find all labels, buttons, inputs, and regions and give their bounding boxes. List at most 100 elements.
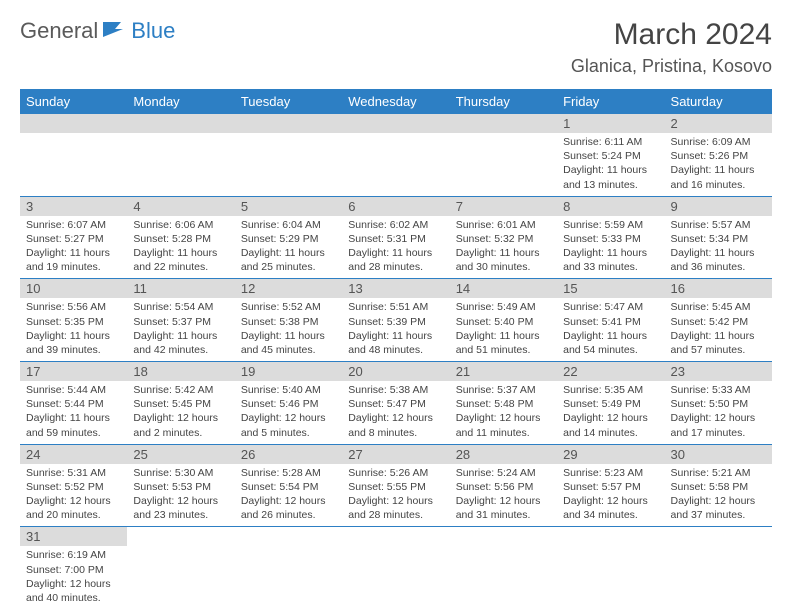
calendar-cell [127,114,234,196]
calendar-cell: 3Sunrise: 6:07 AMSunset: 5:27 PMDaylight… [20,196,127,279]
day-info: Sunrise: 5:57 AMSunset: 5:34 PMDaylight:… [665,216,772,279]
day-number: 19 [235,362,342,381]
calendar-cell: 30Sunrise: 5:21 AMSunset: 5:58 PMDayligh… [665,444,772,527]
day-number: 6 [342,197,449,216]
weekday-header: Monday [127,89,234,114]
day-info: Sunrise: 5:59 AMSunset: 5:33 PMDaylight:… [557,216,664,279]
day-number: 3 [20,197,127,216]
calendar-cell: 10Sunrise: 5:56 AMSunset: 5:35 PMDayligh… [20,279,127,362]
calendar-cell: 14Sunrise: 5:49 AMSunset: 5:40 PMDayligh… [450,279,557,362]
day-info: Sunrise: 5:52 AMSunset: 5:38 PMDaylight:… [235,298,342,361]
day-info: Sunrise: 6:06 AMSunset: 5:28 PMDaylight:… [127,216,234,279]
day-number: 30 [665,445,772,464]
calendar-cell [450,114,557,196]
day-info: Sunrise: 5:21 AMSunset: 5:58 PMDaylight:… [665,464,772,527]
calendar-cell: 17Sunrise: 5:44 AMSunset: 5:44 PMDayligh… [20,362,127,445]
weekday-header: Saturday [665,89,772,114]
logo-text-general: General [20,18,98,44]
day-number-empty [20,114,127,133]
calendar-cell: 4Sunrise: 6:06 AMSunset: 5:28 PMDaylight… [127,196,234,279]
calendar-cell: 29Sunrise: 5:23 AMSunset: 5:57 PMDayligh… [557,444,664,527]
calendar-cell [20,114,127,196]
day-number: 16 [665,279,772,298]
flag-icon [103,20,129,43]
day-number: 15 [557,279,664,298]
day-number: 26 [235,445,342,464]
day-info: Sunrise: 6:19 AMSunset: 7:00 PMDaylight:… [20,546,127,609]
day-number: 7 [450,197,557,216]
day-number: 12 [235,279,342,298]
day-number: 31 [20,527,127,546]
calendar-row: 31Sunrise: 6:19 AMSunset: 7:00 PMDayligh… [20,527,772,609]
day-number: 28 [450,445,557,464]
day-info: Sunrise: 5:40 AMSunset: 5:46 PMDaylight:… [235,381,342,444]
day-number: 20 [342,362,449,381]
calendar-cell: 7Sunrise: 6:01 AMSunset: 5:32 PMDaylight… [450,196,557,279]
day-info: Sunrise: 6:01 AMSunset: 5:32 PMDaylight:… [450,216,557,279]
calendar-cell: 19Sunrise: 5:40 AMSunset: 5:46 PMDayligh… [235,362,342,445]
calendar-cell: 24Sunrise: 5:31 AMSunset: 5:52 PMDayligh… [20,444,127,527]
calendar-cell [665,527,772,609]
calendar-cell [557,527,664,609]
weekday-header: Sunday [20,89,127,114]
day-number: 11 [127,279,234,298]
weekday-header: Tuesday [235,89,342,114]
day-number: 21 [450,362,557,381]
day-number-empty [342,114,449,133]
day-number: 10 [20,279,127,298]
title-block: March 2024 Glanica, Pristina, Kosovo [571,18,772,77]
day-number: 4 [127,197,234,216]
calendar-cell [450,527,557,609]
calendar-cell: 2Sunrise: 6:09 AMSunset: 5:26 PMDaylight… [665,114,772,196]
day-number: 14 [450,279,557,298]
day-info: Sunrise: 5:47 AMSunset: 5:41 PMDaylight:… [557,298,664,361]
day-number: 27 [342,445,449,464]
calendar-row: 1Sunrise: 6:11 AMSunset: 5:24 PMDaylight… [20,114,772,196]
day-number-empty [235,114,342,133]
day-number: 29 [557,445,664,464]
calendar-cell: 8Sunrise: 5:59 AMSunset: 5:33 PMDaylight… [557,196,664,279]
day-info: Sunrise: 6:07 AMSunset: 5:27 PMDaylight:… [20,216,127,279]
day-number: 18 [127,362,234,381]
location: Glanica, Pristina, Kosovo [571,56,772,77]
calendar-cell: 22Sunrise: 5:35 AMSunset: 5:49 PMDayligh… [557,362,664,445]
day-info: Sunrise: 5:54 AMSunset: 5:37 PMDaylight:… [127,298,234,361]
calendar-table: SundayMondayTuesdayWednesdayThursdayFrid… [20,89,772,609]
day-info: Sunrise: 5:33 AMSunset: 5:50 PMDaylight:… [665,381,772,444]
weekday-header: Wednesday [342,89,449,114]
day-info: Sunrise: 6:02 AMSunset: 5:31 PMDaylight:… [342,216,449,279]
day-info: Sunrise: 5:56 AMSunset: 5:35 PMDaylight:… [20,298,127,361]
day-number: 2 [665,114,772,133]
day-number: 17 [20,362,127,381]
day-number: 25 [127,445,234,464]
day-number: 22 [557,362,664,381]
day-number: 23 [665,362,772,381]
calendar-row: 24Sunrise: 5:31 AMSunset: 5:52 PMDayligh… [20,444,772,527]
calendar-cell: 18Sunrise: 5:42 AMSunset: 5:45 PMDayligh… [127,362,234,445]
calendar-cell: 6Sunrise: 6:02 AMSunset: 5:31 PMDaylight… [342,196,449,279]
calendar-cell: 28Sunrise: 5:24 AMSunset: 5:56 PMDayligh… [450,444,557,527]
day-info: Sunrise: 5:24 AMSunset: 5:56 PMDaylight:… [450,464,557,527]
calendar-cell: 26Sunrise: 5:28 AMSunset: 5:54 PMDayligh… [235,444,342,527]
calendar-cell: 13Sunrise: 5:51 AMSunset: 5:39 PMDayligh… [342,279,449,362]
weekday-header: Thursday [450,89,557,114]
day-number: 1 [557,114,664,133]
weekday-header-row: SundayMondayTuesdayWednesdayThursdayFrid… [20,89,772,114]
logo-text-blue: Blue [131,18,175,44]
calendar-cell [235,114,342,196]
day-info: Sunrise: 5:49 AMSunset: 5:40 PMDaylight:… [450,298,557,361]
calendar-cell: 23Sunrise: 5:33 AMSunset: 5:50 PMDayligh… [665,362,772,445]
day-info: Sunrise: 5:31 AMSunset: 5:52 PMDaylight:… [20,464,127,527]
day-number: 8 [557,197,664,216]
calendar-cell: 15Sunrise: 5:47 AMSunset: 5:41 PMDayligh… [557,279,664,362]
calendar-cell: 21Sunrise: 5:37 AMSunset: 5:48 PMDayligh… [450,362,557,445]
header: General Blue March 2024 Glanica, Pristin… [20,18,772,77]
day-info: Sunrise: 5:45 AMSunset: 5:42 PMDaylight:… [665,298,772,361]
day-number-empty [450,114,557,133]
day-info: Sunrise: 5:38 AMSunset: 5:47 PMDaylight:… [342,381,449,444]
calendar-row: 10Sunrise: 5:56 AMSunset: 5:35 PMDayligh… [20,279,772,362]
day-info: Sunrise: 5:37 AMSunset: 5:48 PMDaylight:… [450,381,557,444]
calendar-cell: 12Sunrise: 5:52 AMSunset: 5:38 PMDayligh… [235,279,342,362]
day-info: Sunrise: 6:11 AMSunset: 5:24 PMDaylight:… [557,133,664,196]
day-number: 24 [20,445,127,464]
